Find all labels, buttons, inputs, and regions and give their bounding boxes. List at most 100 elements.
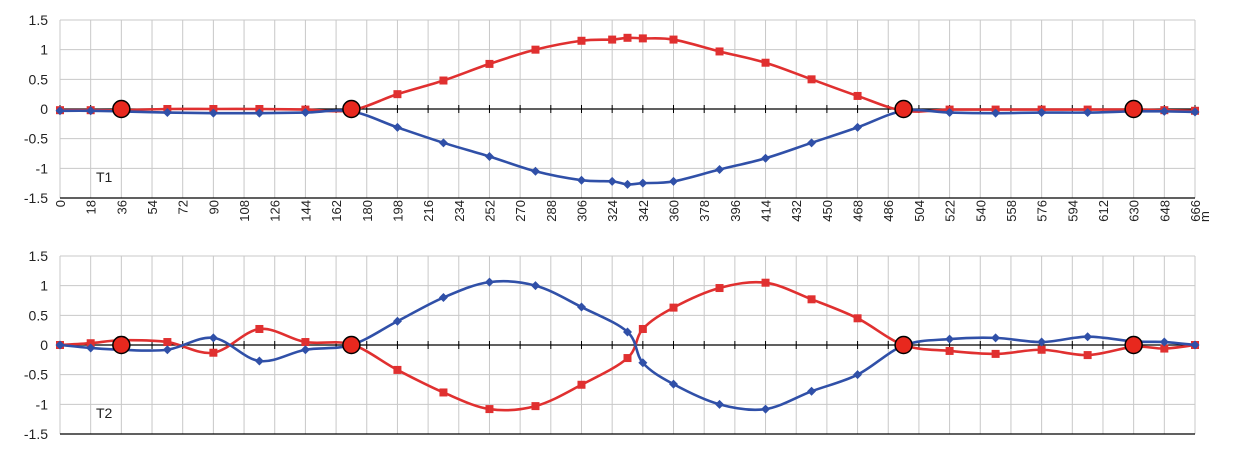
series-line-red [59,280,1196,412]
series-point-square [301,338,310,347]
x-tick-label: 216 [421,200,436,222]
x-tick-label: 396 [728,200,743,222]
series-point-square [209,348,218,357]
x-tick-label: 198 [390,200,405,222]
series-point-diamond [86,343,96,353]
series-point-square [623,33,632,42]
x-tick-label: 108 [237,200,252,222]
x-tick-label: 468 [851,200,866,222]
series-point-diamond [254,108,264,118]
x-tick-label: 54 [145,200,160,214]
x-tick-label: 162 [329,200,344,222]
series-point-diamond [991,108,1001,118]
series-point-square [761,278,770,287]
support-marker [112,335,131,355]
series-line-red [59,36,1196,113]
series-point-diamond [807,138,817,148]
series-point-square [715,47,724,56]
x-tick-label: 252 [482,200,497,222]
series-point-square [531,402,540,411]
series-point-diamond [1083,108,1093,118]
series-point-square [853,314,862,323]
y-tick-label: 1.5 [29,12,49,28]
series-point-square [715,284,724,293]
panel-label: T1 [96,169,113,185]
x-tick-label: 432 [789,200,804,222]
series-point-square [1160,344,1169,353]
series-point-square [623,354,632,363]
series-point-diamond [991,333,1001,343]
series-point-square [608,35,617,44]
series-point-diamond [761,404,771,414]
series-point-diamond [86,106,96,116]
series-point-diamond [162,108,172,118]
series-point-square [807,75,816,84]
series-point-diamond [715,165,725,175]
series-point-diamond [208,333,218,343]
series-point-diamond [623,327,632,337]
series-point-diamond [576,302,586,312]
x-tick-label: 558 [1004,200,1019,222]
series-point-diamond [1190,107,1200,117]
y-tick-label: 0 [40,337,48,353]
series-point-diamond [438,293,448,303]
series-point-diamond [484,277,494,287]
series-point-diamond [1083,332,1093,342]
series-point-diamond [945,108,955,118]
series-point-diamond [392,316,402,326]
series-point-diamond [55,106,65,116]
series-point-square [1037,345,1046,354]
y-tick-label: -0.5 [24,131,48,147]
series-point-square [485,405,494,414]
series-point-square [945,346,954,355]
series-point-diamond [1190,340,1200,350]
x-tick-label: 270 [513,200,528,222]
support-marker [1124,99,1143,119]
x-tick-label: 630 [1127,200,1142,222]
series-point-diamond [1159,106,1169,116]
x-tick-label: 306 [574,200,589,222]
series-point-diamond [1159,337,1169,347]
series-line-blue [59,108,1196,186]
series-point-diamond [638,178,648,188]
series-point-diamond [607,176,617,186]
series-point-diamond [638,358,648,368]
series-point-diamond [853,370,863,380]
x-tick-label: 90 [206,200,221,214]
series-point-square [991,349,1000,358]
y-tick-label: -1 [36,396,49,412]
y-tick-label: -1.5 [24,426,48,442]
series-point-square [86,339,95,348]
series-point-square [439,388,448,397]
series-point-square [1083,351,1092,360]
series-point-square [577,36,586,45]
x-tick-label: 324 [605,200,620,222]
x-tick-label: 126 [268,200,283,222]
series-point-diamond [807,386,817,396]
series-point-square [255,324,264,333]
series-point-square [577,380,586,389]
series-point-diamond [576,175,586,185]
series-point-diamond [1037,108,1047,118]
x-tick-label: 666 [1188,200,1203,222]
y-tick-label: 0 [40,101,48,117]
x-tick-label: 0 [53,200,68,207]
series-point-square [439,76,448,85]
x-tick-label: 288 [544,200,559,222]
series-point-square [761,58,770,67]
x-tick-label: 144 [298,200,313,222]
series-point-square [853,91,862,100]
series-point-diamond [484,151,494,161]
y-tick-label: -1 [36,160,49,176]
x-tick-label: 540 [973,200,988,222]
x-tick-label: 504 [912,200,927,222]
support-marker [112,99,131,119]
series-point-square [163,338,172,347]
x-tick-label: 342 [636,200,651,222]
y-tick-label: 1.5 [29,248,49,264]
y-tick-label: 0.5 [29,71,49,87]
series-point-diamond [208,108,218,118]
series-point-diamond [715,399,725,409]
x-axis-label: m [1197,211,1212,222]
